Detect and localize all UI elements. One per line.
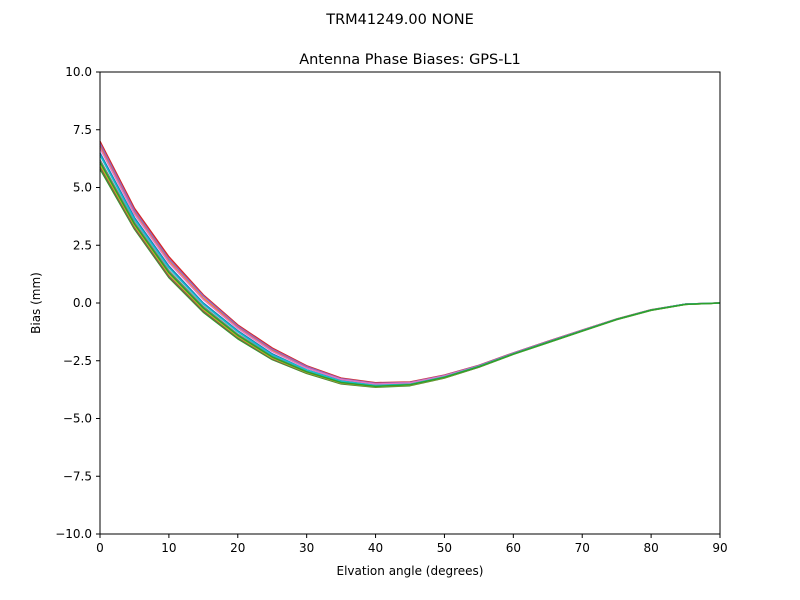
y-tick-label: −5.0	[63, 412, 92, 426]
x-tick-label: 30	[299, 541, 314, 555]
x-axis-ticks: 0 10 20 30 40 50 60 70 80 90	[96, 534, 728, 555]
plot-area	[100, 72, 720, 534]
y-axis-label: Bias (mm)	[29, 272, 43, 334]
x-tick-label: 50	[437, 541, 452, 555]
y-tick-label: −10.0	[55, 527, 92, 541]
chart-title: Antenna Phase Biases: GPS-L1	[299, 52, 521, 68]
x-tick-label: 60	[506, 541, 521, 555]
series-line-11	[99, 161, 721, 388]
y-tick-label: −2.5	[63, 354, 92, 368]
x-tick-label: 10	[161, 541, 176, 555]
y-tick-label: −7.5	[63, 469, 92, 483]
x-tick-label: 80	[643, 541, 658, 555]
y-tick-label: 10.0	[65, 65, 92, 79]
x-tick-label: 90	[712, 541, 727, 555]
x-axis-label: Elvation angle (degrees)	[337, 564, 484, 578]
x-tick-label: 70	[575, 541, 590, 555]
y-tick-label: 7.5	[73, 123, 92, 137]
series-layer	[99, 140, 721, 389]
figure-suptitle: TRM41249.00 NONE	[325, 12, 474, 28]
y-tick-label: 0.0	[73, 296, 92, 310]
x-tick-label: 40	[368, 541, 383, 555]
y-axis-ticks: 10.0 7.5 5.0 2.5 0.0 −2.5 −5.0 −7.5 −10.0	[55, 65, 100, 541]
x-tick-label: 0	[96, 541, 104, 555]
x-tick-label: 20	[230, 541, 245, 555]
y-tick-label: 5.0	[73, 181, 92, 195]
y-tick-label: 2.5	[73, 238, 92, 252]
plot-frame	[99, 71, 721, 535]
